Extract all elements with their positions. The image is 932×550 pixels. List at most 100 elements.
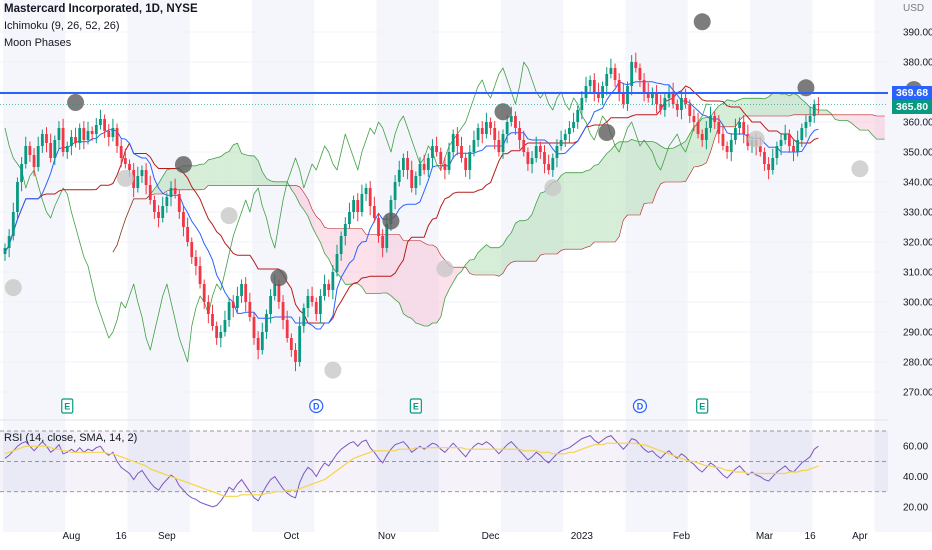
candle-body[interactable] (94, 125, 98, 134)
candle-body[interactable] (381, 236, 385, 248)
candle-body[interactable] (319, 296, 322, 314)
candle-body[interactable] (543, 152, 546, 164)
candle-body[interactable] (227, 302, 231, 320)
candle-body[interactable] (555, 146, 559, 158)
candle-body[interactable] (804, 122, 808, 128)
candle-body[interactable] (634, 62, 638, 68)
candle-body[interactable] (36, 146, 40, 167)
candle-body[interactable] (667, 92, 671, 98)
candle-body[interactable] (11, 212, 15, 236)
candle-body[interactable] (563, 134, 567, 140)
rsi-legend[interactable]: RSI (14, close, SMA, 14, 2) (4, 432, 138, 444)
candle-body[interactable] (422, 164, 426, 170)
candle-body[interactable] (734, 128, 737, 140)
candle-body[interactable] (522, 140, 526, 152)
candle-body[interactable] (20, 164, 23, 182)
candle-body[interactable] (348, 212, 351, 224)
candle-body[interactable] (123, 158, 127, 164)
candle-body[interactable] (742, 122, 746, 134)
candle-body[interactable] (592, 80, 596, 92)
candle-body[interactable] (688, 104, 692, 116)
candle-body[interactable] (128, 164, 131, 170)
candle-body[interactable] (335, 254, 339, 272)
candle-body[interactable] (148, 185, 152, 200)
candle-body[interactable] (738, 122, 741, 128)
candle-body[interactable] (61, 128, 65, 152)
candle-body[interactable] (265, 314, 268, 332)
candle-body[interactable] (418, 164, 422, 176)
candle-body[interactable] (140, 170, 144, 176)
candle-body[interactable] (435, 146, 438, 152)
candle-body[interactable] (244, 284, 248, 302)
candle-body[interactable] (406, 158, 409, 170)
candle-body[interactable] (692, 116, 696, 122)
candle-body[interactable] (339, 236, 343, 254)
candle-body[interactable] (480, 128, 484, 134)
candle-body[interactable] (99, 119, 102, 125)
candle-body[interactable] (144, 170, 148, 185)
candle-body[interactable] (410, 170, 414, 188)
candle-body[interactable] (368, 188, 372, 206)
candle-body[interactable] (638, 68, 642, 80)
event-markers[interactable]: EEEDDD⚡ (61, 398, 932, 414)
candle-body[interactable] (787, 134, 791, 146)
candle-body[interactable] (281, 302, 285, 320)
candle-body[interactable] (497, 140, 501, 152)
candle-body[interactable] (559, 140, 563, 146)
candle-body[interactable] (269, 296, 272, 314)
candle-body[interactable] (115, 128, 119, 146)
candle-body[interactable] (306, 296, 310, 308)
candle-body[interactable] (16, 182, 19, 212)
candle-body[interactable] (709, 116, 712, 128)
candle-body[interactable] (472, 140, 476, 152)
candle-body[interactable] (817, 104, 820, 105)
candle-body[interactable] (414, 176, 418, 188)
candle-body[interactable] (182, 212, 185, 227)
candle-body[interactable] (617, 80, 621, 92)
candle-body[interactable] (447, 152, 451, 170)
candle-body[interactable] (82, 128, 86, 140)
candle-body[interactable] (343, 224, 347, 236)
candle-body[interactable] (78, 128, 82, 143)
rsi-pane[interactable]: 20.00 40.00 60.00 (0, 430, 928, 513)
candle-body[interactable] (551, 158, 555, 170)
candle-body[interactable] (70, 137, 73, 146)
candle-body[interactable] (240, 284, 243, 296)
candle-body[interactable] (294, 350, 297, 362)
candle-body[interactable] (28, 146, 32, 155)
candle-body[interactable] (812, 104, 816, 116)
candle-body[interactable] (505, 122, 509, 134)
horizontal-price-line[interactable] (0, 91, 888, 105)
candle-body[interactable] (177, 194, 181, 212)
candle-body[interactable] (24, 146, 28, 164)
candle-body[interactable] (580, 98, 584, 110)
candle-body[interactable] (323, 284, 326, 296)
candle-body[interactable] (613, 68, 617, 80)
candle-body[interactable] (190, 242, 194, 257)
candle-body[interactable] (310, 296, 314, 302)
candle-body[interactable] (767, 164, 770, 170)
candle-body[interactable] (646, 92, 650, 98)
candle-body[interactable] (609, 68, 613, 74)
earnings-badge[interactable] (409, 398, 422, 414)
candle-body[interactable] (211, 314, 214, 326)
candle-body[interactable] (314, 302, 318, 314)
candle-body[interactable] (74, 137, 77, 143)
candle-body[interactable] (696, 122, 700, 134)
candle-body[interactable] (219, 332, 223, 338)
candle-body[interactable] (331, 272, 335, 290)
candlestick-series[interactable] (3, 52, 820, 372)
candle-body[interactable] (3, 248, 7, 254)
candle-body[interactable] (534, 146, 538, 158)
candle-body[interactable] (327, 284, 331, 290)
candle-body[interactable] (119, 146, 123, 158)
candle-body[interactable] (302, 308, 306, 326)
candle-body[interactable] (568, 128, 571, 134)
candle-body[interactable] (439, 152, 443, 164)
moon-phases-legend[interactable]: Moon Phases (4, 37, 72, 49)
candle-body[interactable] (7, 236, 11, 248)
candle-body[interactable] (173, 188, 177, 194)
earnings-badge[interactable] (61, 398, 74, 414)
candle-body[interactable] (808, 116, 812, 122)
